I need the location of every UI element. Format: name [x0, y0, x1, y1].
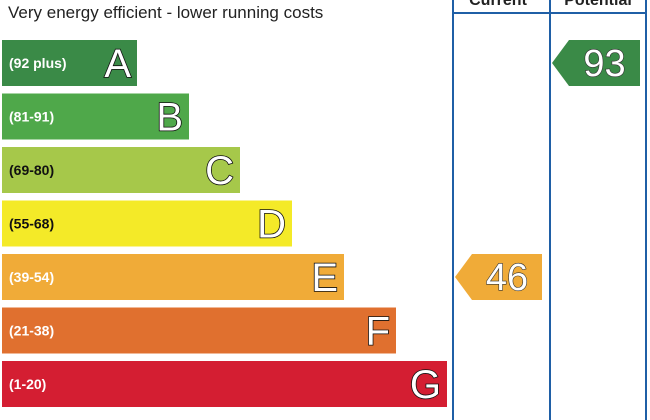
band-f: (21-38) F	[2, 307, 396, 354]
band-a: (92 plus) A	[2, 40, 137, 87]
band-letter: E	[311, 256, 338, 300]
band-g: (1-20) G	[2, 361, 447, 408]
current-column-header: Current	[469, 0, 527, 9]
column-frame	[452, 0, 647, 420]
potential-rating: 93	[552, 40, 640, 86]
band-letter: C	[205, 149, 234, 193]
band-e: (39-54) E	[2, 254, 344, 301]
band-bar-d	[2, 200, 292, 247]
band-letter: F	[366, 310, 390, 354]
band-range-label: (21-38)	[9, 323, 54, 339]
band-letter: A	[104, 42, 131, 86]
band-range-label: (92 plus)	[9, 55, 67, 71]
band-range-label: (39-54)	[9, 269, 54, 285]
band-bar-a	[2, 40, 137, 86]
band-bar-e	[2, 254, 344, 300]
band-bar-c	[2, 147, 240, 193]
band-letter: G	[410, 363, 441, 407]
band-range-label: (81-91)	[9, 109, 54, 125]
band-range-label: (69-80)	[9, 162, 54, 178]
band-range-label: (1-20)	[9, 376, 46, 392]
band-range-label: (55-68)	[9, 216, 54, 232]
band-bar-f	[2, 307, 396, 354]
current-rating: 46	[455, 254, 542, 300]
chart-heading: Very energy efficient - lower running co…	[8, 3, 323, 22]
band-letter: B	[156, 96, 183, 140]
band-letter: D	[257, 203, 286, 247]
band-c: (69-80) C	[2, 147, 240, 194]
potential-column-header: Potential	[564, 0, 632, 9]
current-rating-arrow	[455, 254, 542, 300]
current-rating-value: 46	[486, 257, 528, 299]
potential-rating-value: 93	[583, 43, 625, 85]
rating-pointers: 46 93	[455, 40, 640, 300]
band-bar-b	[2, 93, 189, 140]
rating-bands: (92 plus) A (81-91) B (69-80) C (55-68) D (39-54…	[2, 40, 447, 408]
band-d: (55-68) D	[2, 200, 292, 247]
band-bar-g	[2, 361, 447, 407]
potential-rating-arrow	[552, 40, 640, 86]
band-b: (81-91) B	[2, 93, 189, 140]
